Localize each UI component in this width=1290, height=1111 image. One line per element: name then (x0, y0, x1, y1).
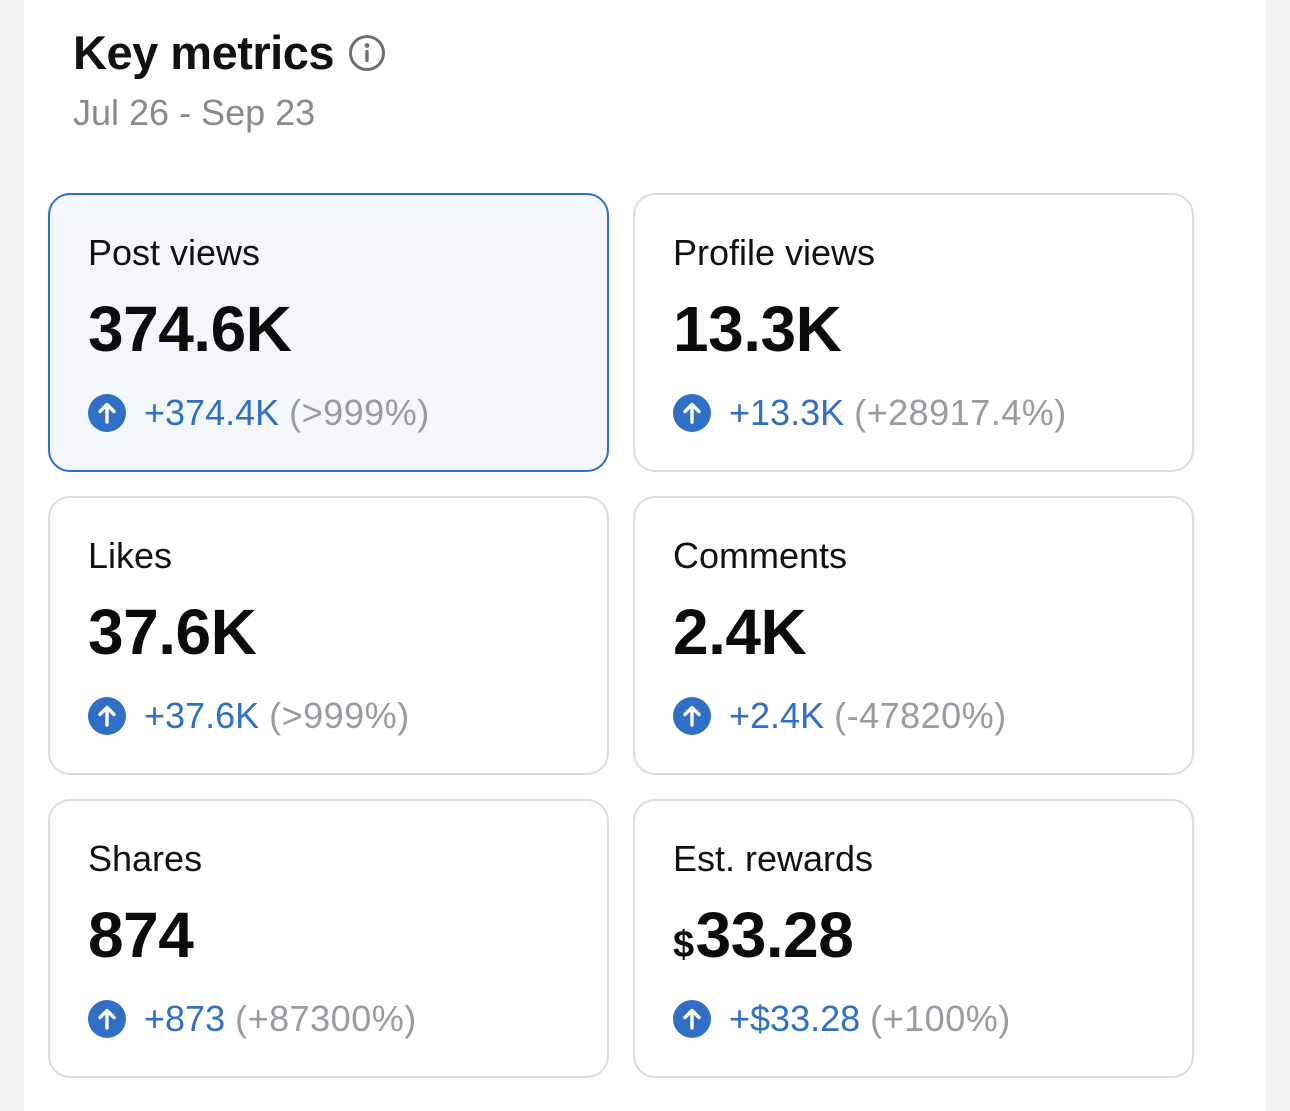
metric-change-value: +873 (144, 998, 226, 1039)
metric-value-number: 2.4K (673, 596, 807, 668)
metric-value-number: 874 (88, 899, 194, 971)
metric-value: 374.6K (88, 297, 607, 361)
page-title: Key metrics (73, 26, 335, 79)
metric-change: +13.3K (+28917.4%) (673, 391, 1192, 435)
arrow-up-circle-icon (88, 697, 126, 735)
date-range: Jul 26 - Sep 23 (73, 92, 316, 133)
metric-change-value: +374.4K (144, 392, 280, 433)
metric-change: +374.4K (>999%) (88, 391, 607, 435)
metric-change-value: +2.4K (729, 695, 825, 736)
metric-value-number: 374.6K (88, 293, 292, 365)
title-row: Key metrics (73, 26, 386, 80)
info-icon[interactable] (348, 34, 386, 72)
metric-value: 874 (88, 903, 607, 967)
currency-symbol: $ (673, 924, 694, 966)
metric-change-value: +37.6K (144, 695, 260, 736)
metric-value-number: 33.28 (695, 899, 854, 971)
arrow-up-circle-icon (673, 394, 711, 432)
metric-change-percent: (+87300%) (235, 998, 417, 1039)
metric-label: Comments (673, 535, 848, 576)
metric-change: +873 (+87300%) (88, 997, 607, 1041)
arrow-up-circle-icon (88, 1000, 126, 1038)
metric-card-profile-views[interactable]: Profile views 13.3K +13.3K (+28917.4%) (633, 193, 1194, 472)
arrow-up-circle-icon (88, 394, 126, 432)
metric-label: Shares (88, 838, 203, 879)
metric-change-percent: (+28917.4%) (854, 392, 1067, 433)
arrow-up-circle-icon (673, 697, 711, 735)
metric-card-likes[interactable]: Likes 37.6K +37.6K (>999%) (48, 496, 609, 775)
metric-card-est-rewards[interactable]: Est. rewards $33.28 +$33.28 (+100%) (633, 799, 1194, 1078)
metric-change-percent: (>999%) (269, 695, 410, 736)
metric-card-comments[interactable]: Comments 2.4K +2.4K (-47820%) (633, 496, 1194, 775)
key-metrics-header: Key metrics Jul 26 - Sep 23 (73, 26, 386, 134)
metric-change-percent: (-47820%) (834, 695, 1007, 736)
metric-value-number: 13.3K (673, 293, 842, 365)
arrow-up-circle-icon (673, 1000, 711, 1038)
metric-card-post-views[interactable]: Post views 374.6K +374.4K (>999%) (48, 193, 609, 472)
metric-label: Profile views (673, 232, 876, 273)
metrics-grid: Post views 374.6K +374.4K (>999%) Profil… (48, 193, 1194, 1078)
metric-label: Likes (88, 535, 173, 576)
metric-change-value: +$33.28 (729, 998, 861, 1039)
metric-value: $33.28 (673, 903, 1192, 967)
metric-value: 2.4K (673, 600, 1192, 664)
metric-change-percent: (+100%) (870, 998, 1011, 1039)
metric-change: +$33.28 (+100%) (673, 997, 1192, 1041)
metric-card-shares[interactable]: Shares 874 +873 (+87300%) (48, 799, 609, 1078)
metric-change: +37.6K (>999%) (88, 694, 607, 738)
metric-value: 37.6K (88, 600, 607, 664)
metric-value: 13.3K (673, 297, 1192, 361)
metric-change: +2.4K (-47820%) (673, 694, 1192, 738)
metric-label: Est. rewards (673, 838, 874, 879)
metric-change-percent: (>999%) (289, 392, 430, 433)
metric-label: Post views (88, 232, 261, 273)
metric-change-value: +13.3K (729, 392, 845, 433)
metric-value-number: 37.6K (88, 596, 257, 668)
